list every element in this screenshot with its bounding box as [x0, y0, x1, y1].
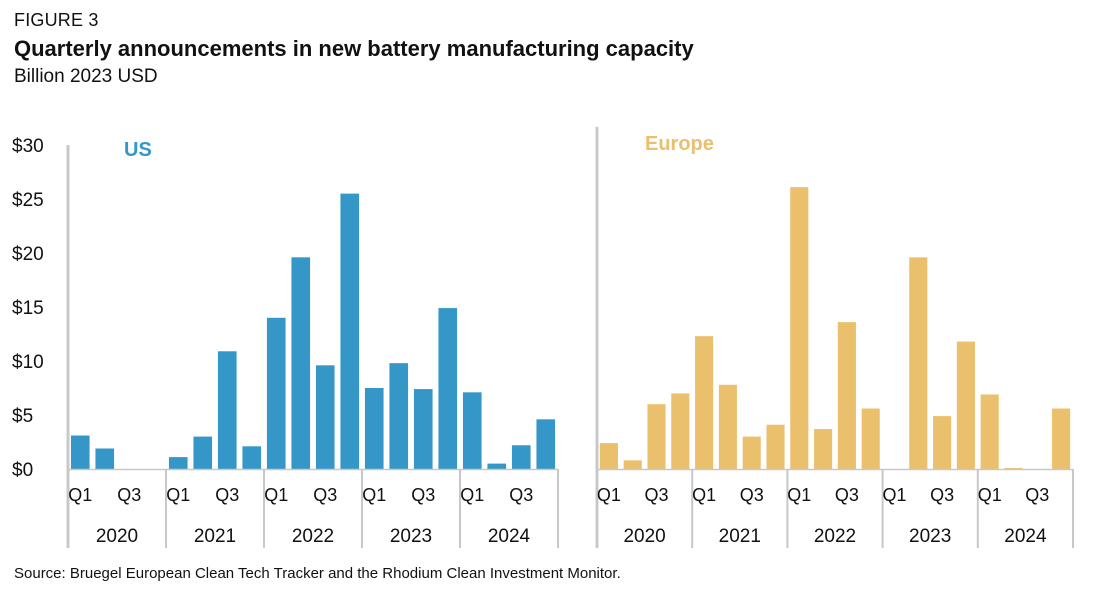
us-quarter-label: Q1 [362, 485, 386, 505]
us-quarter-label: Q3 [117, 485, 141, 505]
europe-bar-2022-q1 [790, 187, 809, 469]
europe-bar-2022-q2 [814, 429, 833, 469]
us-bar-2020-q1 [70, 435, 90, 469]
us-bar-2022-q4 [340, 193, 360, 469]
us-year-label-2020: 2020 [96, 526, 138, 547]
europe-panel-title: Europe [645, 133, 714, 155]
europe-bar-2024-q1 [980, 394, 999, 469]
y-tick-label: $5 [12, 406, 33, 427]
europe-year-label-2022: 2022 [814, 526, 856, 547]
us-quarter-label: Q1 [68, 485, 92, 505]
europe-bar-2023-q4 [956, 341, 975, 469]
chart-title: Quarterly announcements in new battery m… [14, 36, 694, 61]
us-quarter-label: Q3 [411, 485, 435, 505]
y-tick-label: $25 [12, 190, 44, 211]
us-bar-2023-q3 [413, 389, 433, 469]
us-bar-2021-q1 [168, 457, 188, 469]
us-year-label-2023: 2023 [390, 526, 432, 547]
europe-bar-2022-q4 [861, 408, 880, 469]
us-year-label-2022: 2022 [292, 526, 334, 547]
us-bar-2024-q3 [511, 445, 531, 469]
europe-quarter-label: Q1 [882, 485, 906, 505]
us-year-label-2024: 2024 [488, 526, 531, 547]
europe-year-label-2024: 2024 [1004, 526, 1047, 547]
europe-quarter-label: Q1 [787, 485, 811, 505]
europe-quarter-label: Q3 [835, 485, 859, 505]
europe-bar-2024-q2 [1004, 467, 1023, 469]
europe-bar-2024-q4 [1052, 408, 1071, 469]
us-bar-2023-q2 [389, 363, 409, 469]
europe-bar-2021-q4 [766, 424, 785, 469]
us-quarter-label: Q1 [264, 485, 288, 505]
us-quarter-label: Q3 [509, 485, 533, 505]
us-bar-2022-q2 [291, 257, 311, 469]
europe-quarter-label: Q3 [740, 485, 764, 505]
us-bar-2023-q4 [438, 308, 458, 469]
us-bar-2024-q4 [536, 419, 556, 469]
europe-quarter-label: Q3 [644, 485, 668, 505]
us-quarter-label: Q3 [313, 485, 337, 505]
europe-quarter-label: Q3 [1025, 485, 1049, 505]
us-bar-2024-q1 [462, 392, 482, 469]
europe-year-label-2023: 2023 [909, 526, 951, 547]
us-bar-2021-q2 [193, 436, 213, 469]
y-tick-label: $0 [12, 460, 33, 481]
europe-bar-2021-q2 [718, 384, 737, 469]
source-note: Source: Bruegel European Clean Tech Trac… [14, 565, 621, 582]
us-quarter-label: Q1 [166, 485, 190, 505]
us-bar-2024-q2 [487, 463, 507, 469]
y-tick-label: $15 [12, 298, 44, 319]
europe-bar-2021-q1 [695, 336, 714, 469]
y-tick-label: $30 [12, 136, 44, 157]
europe-bar-2023-q3 [933, 416, 952, 469]
europe-bar-2020-q2 [623, 460, 642, 469]
us-quarter-label: Q3 [215, 485, 239, 505]
us-bar-2022-q3 [315, 365, 335, 469]
us-bar-2021-q3 [217, 351, 237, 469]
europe-quarter-label: Q1 [692, 485, 716, 505]
us-panel-title: US [124, 139, 152, 161]
europe-bar-2020-q1 [599, 443, 618, 469]
us-bar-2022-q1 [266, 317, 286, 469]
europe-year-label-2020: 2020 [623, 526, 665, 547]
us-year-label-2021: 2021 [194, 526, 236, 547]
chart-subtitle: Billion 2023 USD [14, 66, 158, 87]
europe-quarter-label: Q1 [978, 485, 1002, 505]
europe-bar-2023-q2 [909, 257, 928, 469]
us-bar-2021-q4 [242, 446, 262, 469]
europe-bar-2021-q3 [742, 436, 761, 469]
y-tick-label: $10 [12, 352, 44, 373]
europe-year-label-2021: 2021 [719, 526, 761, 547]
us-bar-2020-q2 [95, 448, 115, 469]
europe-quarter-label: Q1 [597, 485, 621, 505]
us-quarter-label: Q1 [460, 485, 484, 505]
europe-bar-2020-q4 [671, 393, 690, 469]
europe-bar-2020-q3 [647, 404, 666, 469]
us-bar-2023-q1 [364, 388, 384, 469]
y-tick-label: $20 [12, 244, 44, 265]
europe-quarter-label: Q3 [930, 485, 954, 505]
figure-label: FIGURE 3 [14, 10, 99, 30]
europe-bar-2022-q3 [837, 322, 856, 469]
